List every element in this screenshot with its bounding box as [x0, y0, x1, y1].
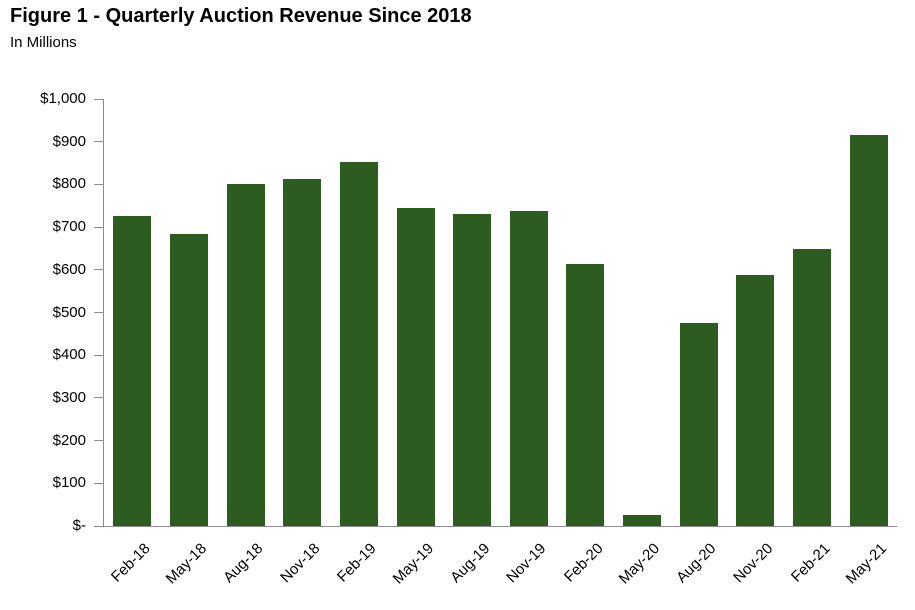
x-axis-label: Nov-18 [277, 540, 324, 587]
y-axis-tick [94, 525, 103, 527]
x-axis-label: May-19 [389, 540, 437, 588]
y-axis-label: $1,000 [40, 90, 86, 107]
bar-may-18 [169, 234, 208, 526]
x-axis-label: Aug-20 [673, 540, 720, 587]
bar-may-19 [396, 208, 435, 526]
y-axis-label: $- [72, 517, 86, 534]
y-axis-tick [94, 183, 103, 185]
bar-may-21 [849, 134, 888, 526]
y-axis-label: $100 [52, 474, 86, 492]
y-axis-tick [94, 141, 103, 143]
x-axis-label: May-18 [162, 540, 210, 588]
y-axis-label: $700 [52, 218, 86, 236]
bar-aug-18 [226, 184, 265, 526]
bar-nov-20 [736, 274, 775, 526]
x-axis-label: Aug-18 [220, 540, 267, 587]
y-axis-tick [94, 226, 103, 228]
y-axis-label: $200 [52, 431, 86, 449]
y-axis-tick [94, 312, 103, 313]
x-axis-label: Feb-21 [787, 540, 834, 586]
chart-title: Figure 1 - Quarterly Auction Revenue Sin… [10, 5, 472, 27]
y-axis-label: $300 [52, 388, 86, 406]
y-axis-label: $900 [52, 132, 86, 150]
x-axis-label: Aug-19 [446, 540, 494, 587]
y-axis-label: $600 [52, 260, 86, 278]
bar-nov-18 [283, 178, 322, 526]
x-axis-label: Feb-20 [560, 540, 607, 586]
x-axis-label: Nov-20 [730, 540, 777, 587]
y-axis-tick [94, 354, 103, 356]
x-axis-label: Nov-19 [503, 540, 550, 587]
bar-feb-18 [113, 215, 152, 526]
x-axis-label: Feb-18 [107, 540, 154, 586]
bar-nov-19 [509, 211, 548, 526]
x-axis-label: May-20 [615, 540, 664, 588]
bar-aug-20 [679, 322, 718, 526]
y-axis-tick [94, 397, 103, 399]
bar-feb-21 [793, 249, 832, 526]
bar-feb-19 [339, 162, 378, 526]
chart-subtitle: In Millions [10, 34, 77, 51]
y-axis-tick [94, 440, 103, 442]
bar-aug-19 [453, 214, 492, 526]
y-axis-tick [94, 98, 103, 100]
plot-area: $- $100 $200 $300 $400 $500 $600 $700 $800 $900 $1… [40, 90, 897, 587]
y-axis-label: $400 [52, 346, 86, 364]
x-axis-label: Feb-19 [334, 540, 380, 586]
y-axis-tick [94, 482, 103, 484]
bar-feb-20 [566, 263, 605, 526]
y-axis-label: $800 [52, 175, 86, 193]
bar-may-20 [623, 515, 662, 526]
y-axis-tick [94, 269, 103, 271]
y-axis-label: $500 [52, 303, 86, 321]
x-axis-label: May-21 [842, 540, 890, 588]
